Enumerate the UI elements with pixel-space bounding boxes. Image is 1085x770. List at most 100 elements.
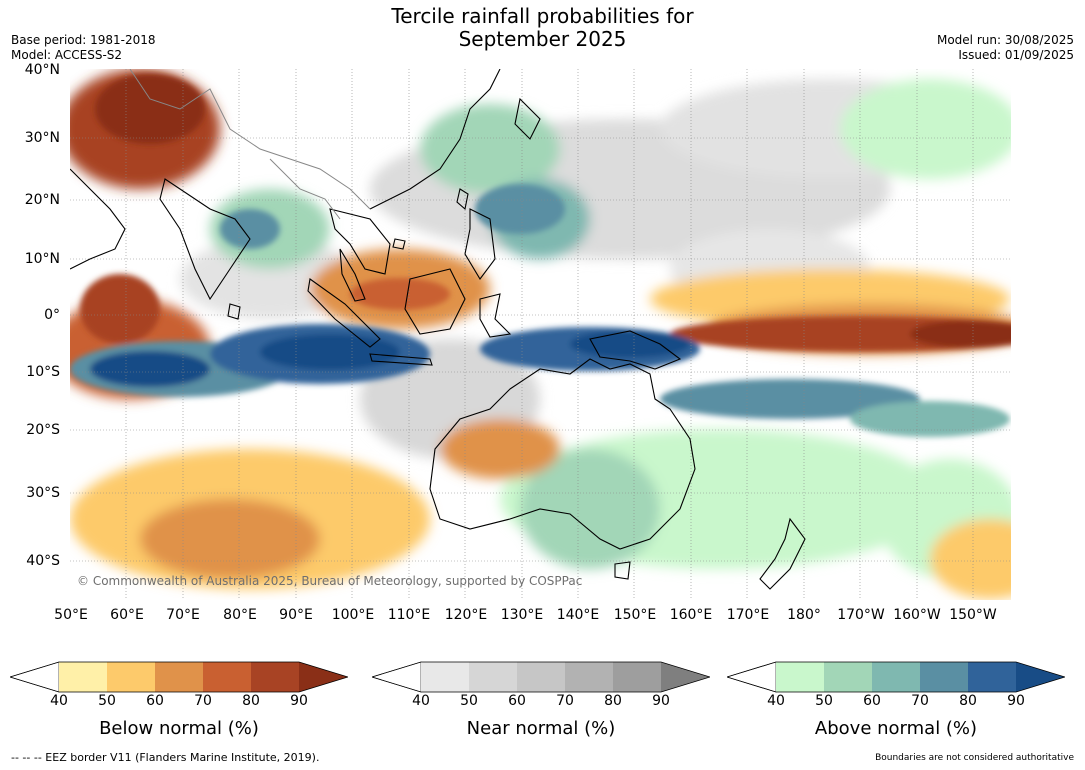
new-guinea-coast: [589, 330, 682, 370]
cbar-below-tick-60: 60: [146, 693, 164, 709]
lat-label-40n: 40°N: [24, 62, 60, 78]
lon-label-70e: 70°E: [166, 607, 200, 623]
lon-label-120e: 120°E: [444, 607, 488, 623]
japan-coast: [514, 97, 541, 140]
lon-label-60e: 60°E: [110, 607, 144, 623]
lat-label-30n: 30°N: [24, 130, 60, 146]
cbar-near-bin-70-80: [565, 662, 613, 692]
cbar-below-bin-60-70: [155, 662, 203, 692]
cbar-above-tick-70: 70: [911, 693, 929, 709]
cbar-near-bin-60-70: [517, 662, 565, 692]
lon-label-180: 180°: [787, 607, 821, 623]
cbar-above-bin-40-50: [776, 662, 824, 692]
arabia-coast: [70, 168, 126, 270]
indochina-coast: [329, 208, 391, 275]
philippines-coast: [464, 208, 496, 280]
cbar-below-bin-50-60: [107, 662, 155, 692]
taiwan-coast: [456, 188, 469, 211]
cbar-below-bin-40-50: [59, 662, 107, 692]
lon-label-170e: 170°E: [726, 607, 770, 623]
cbar-above-bin-60-70: [872, 662, 920, 692]
eez-border-note: -- -- -- EEZ border V11 (Flanders Marine…: [11, 751, 320, 764]
lon-label-100e: 100°E: [331, 607, 375, 623]
india-coast: [159, 178, 251, 301]
lon-label-160e: 160°E: [669, 607, 713, 623]
cbar-near-tick-90: 90: [652, 693, 670, 709]
sri-lanka-coast: [227, 303, 241, 320]
cbar-near-bin-90-plus: [661, 662, 710, 692]
cbar-below-bin-80-90: [251, 662, 299, 692]
cbar-above-tick-50: 50: [815, 693, 833, 709]
base-period: Base period: 1981-2018: [11, 33, 156, 47]
java-coast: [369, 353, 433, 366]
cbar-near-bin-80-90: [613, 662, 661, 692]
cbar-above-tick-80: 80: [959, 693, 977, 709]
cbar-above-tick-40: 40: [767, 693, 785, 709]
cbar-near-title: Near normal (%): [466, 718, 616, 739]
map-copyright: © Commonwealth of Australia 2025, Bureau…: [77, 574, 583, 588]
cbar-above-title: Above normal (%): [814, 718, 978, 739]
cbar-near-tick-50: 50: [460, 693, 478, 709]
lat-label-10s: 10°S: [26, 364, 60, 380]
lat-label-20n: 20°N: [24, 192, 60, 208]
cbar-near-bin-50-60: [469, 662, 517, 692]
cbar-below-bin-90-plus: [299, 662, 348, 692]
graticule: [70, 69, 1011, 600]
australia-coast: [429, 358, 696, 550]
lat-label-10n: 10°N: [24, 251, 60, 267]
cbar-below-bin-70-80: [203, 662, 251, 692]
meta-right: Model run: 30/08/2025 Issued: 01/09/2025: [937, 33, 1074, 63]
lon-label-170w: 170°W: [837, 607, 885, 623]
lon-label-150w: 150°W: [949, 607, 997, 623]
cbar-near-tick-40: 40: [412, 693, 430, 709]
cbar-below-title: Below normal (%): [99, 718, 259, 739]
title-line-2: September 2025: [458, 27, 627, 51]
china-coast: [369, 69, 501, 210]
map-title: Tercile rainfall probabilities for Septe…: [0, 5, 1085, 51]
sumatra-coast: [307, 278, 381, 348]
cbar-above-bin-70-80: [920, 662, 968, 692]
colorbar-above-normal: [727, 661, 1065, 693]
colorbar-near-normal: [372, 661, 710, 693]
cbar-above-tick-90: 90: [1007, 693, 1025, 709]
cbar-above-tick-60: 60: [863, 693, 881, 709]
cbar-above-bin-80-90: [968, 662, 1016, 692]
new-zealand-coast: [759, 517, 806, 590]
meta-left: Base period: 1981-2018 Model: ACCESS-S2: [11, 33, 156, 63]
lat-label-equator: 0°: [44, 307, 60, 323]
lat-label-30s: 30°S: [26, 485, 60, 501]
model-name: Model: ACCESS-S2: [11, 48, 123, 62]
rainfall-probability-map: [70, 69, 1011, 600]
model-run: Model run: 30/08/2025: [936, 33, 1074, 47]
cbar-below-tick-40: 40: [50, 693, 68, 709]
lon-label-80e: 80°E: [223, 607, 257, 623]
cbar-below-tick-90: 90: [290, 693, 308, 709]
cbar-above-bin-50-60: [824, 662, 872, 692]
cbar-near-tick-60: 60: [508, 693, 526, 709]
tasmania-coast: [614, 561, 631, 580]
coastlines: [70, 69, 806, 590]
lon-label-140e: 140°E: [556, 607, 600, 623]
malay-peninsula-coast: [339, 248, 366, 302]
boundaries-disclaimer: Boundaries are not considered authoritat…: [875, 753, 1074, 763]
sulawesi-coast: [479, 293, 512, 338]
cbar-near-tick-70: 70: [556, 693, 574, 709]
title-line-1: Tercile rainfall probabilities for: [391, 4, 694, 28]
cbar-near-tick-80: 80: [604, 693, 622, 709]
lat-label-40s: 40°S: [26, 553, 60, 569]
country-borders: [129, 69, 371, 220]
borneo-coast: [404, 268, 466, 335]
colorbar-below-normal: [10, 661, 348, 693]
lat-label-20s: 20°S: [26, 422, 60, 438]
lon-label-90e: 90°E: [279, 607, 313, 623]
lon-label-50e: 50°E: [54, 607, 88, 623]
lon-label-150e: 150°E: [613, 607, 657, 623]
hainan-coast: [392, 238, 406, 250]
lon-label-110e: 110°E: [387, 607, 431, 623]
issued-date: Issued: 01/09/2025: [958, 48, 1074, 62]
probability-cores: [70, 74, 1011, 437]
cbar-below-tick-80: 80: [242, 693, 260, 709]
cbar-below-tick-70: 70: [194, 693, 212, 709]
lon-label-160w: 160°W: [893, 607, 941, 623]
lon-label-130e: 130°E: [500, 607, 544, 623]
